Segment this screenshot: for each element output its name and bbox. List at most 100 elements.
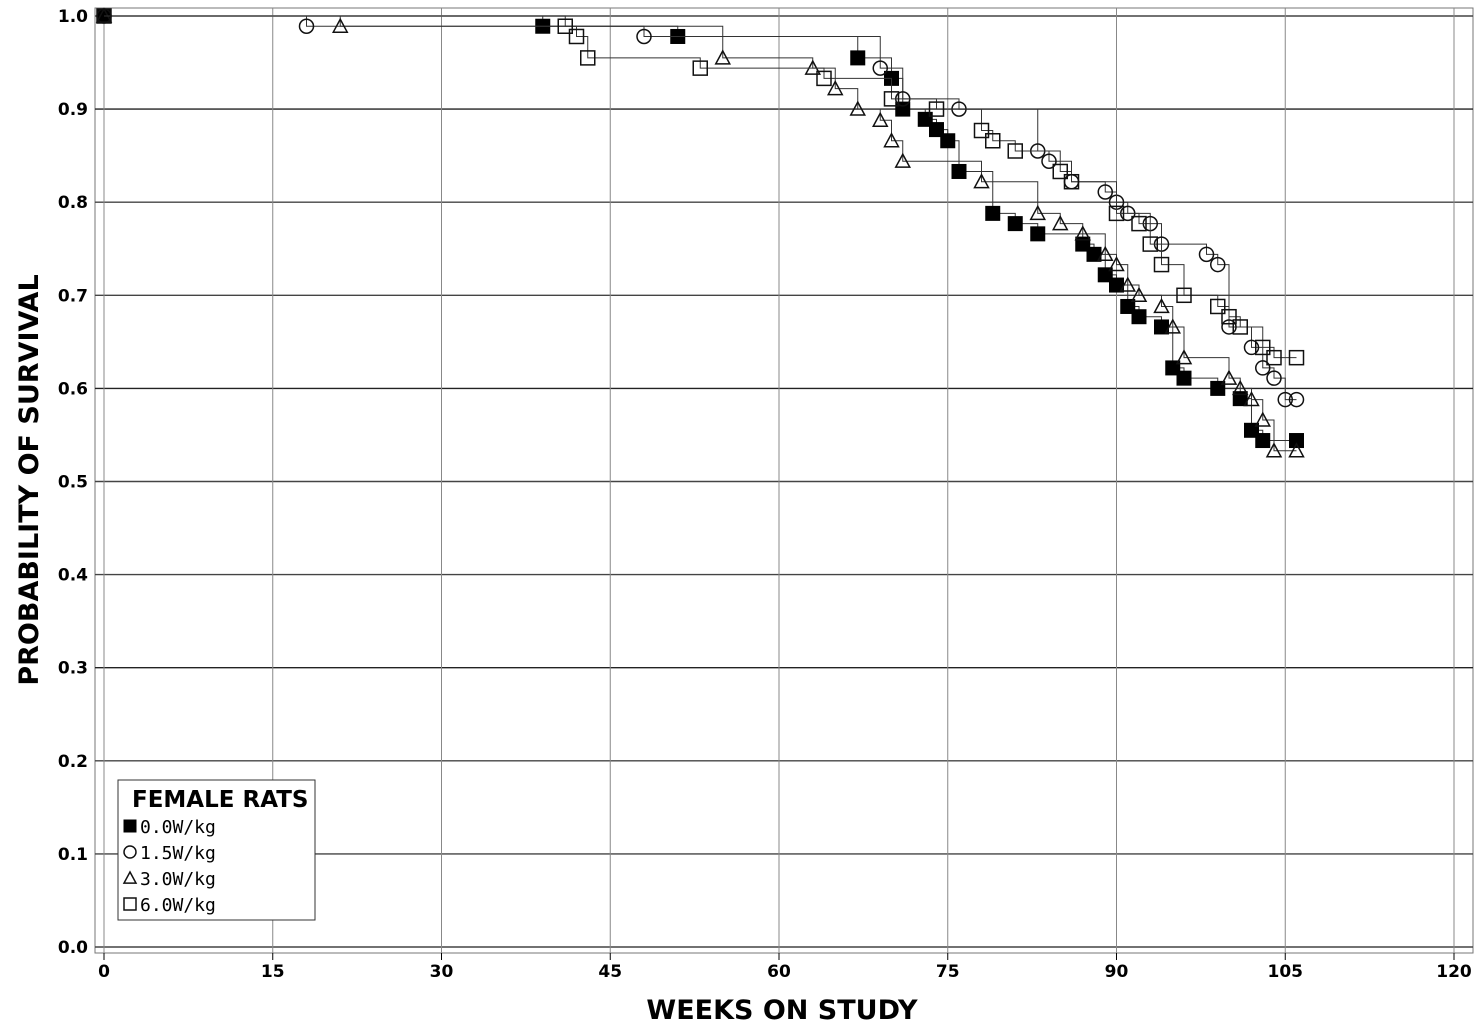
data-point (1288, 349, 1305, 366)
data-point (1165, 360, 1181, 376)
series-group (95, 7, 1305, 458)
data-point (940, 133, 956, 149)
legend-items: 0.0W/kg 1.5W/kg 3.0W/kg 6.0W/kg (122, 817, 216, 916)
y-tick-label: 1.0 (58, 7, 88, 27)
data-point (804, 59, 822, 75)
legend-label: 1.5W/kg (140, 843, 216, 864)
data-point (1243, 339, 1260, 356)
x-axis-title: WEEKS ON STUDY (646, 995, 918, 1025)
data-point (1277, 391, 1293, 408)
data-point (580, 50, 596, 66)
data-point (1255, 360, 1271, 376)
y-tick-label: 0.3 (58, 659, 88, 679)
data-point (816, 70, 832, 87)
y-tick-label: 0.2 (58, 752, 88, 772)
data-point (871, 111, 889, 127)
data-point (1130, 286, 1148, 302)
legend-marker (123, 897, 137, 911)
legend: FEMALE RATS 0.0W/kg 1.5W/kg 3.0W/kg 6.0W/kg (117, 779, 316, 921)
data-point (1041, 153, 1057, 169)
data-point (850, 50, 866, 66)
x-tick-label: 105 (1268, 962, 1304, 982)
data-point (1210, 298, 1226, 315)
data-point (1266, 370, 1282, 386)
x-tick-label: 75 (936, 962, 960, 982)
data-point (1176, 287, 1192, 304)
data-point (95, 7, 113, 23)
data-point (1288, 442, 1305, 458)
data-point (1153, 256, 1170, 273)
data-point (568, 28, 585, 45)
series-2 (95, 7, 1305, 458)
data-point (1074, 225, 1092, 241)
data-point (951, 163, 967, 179)
y-tick-label: 0.8 (58, 193, 88, 213)
data-point (1097, 267, 1113, 283)
x-tick-label: 15 (261, 962, 285, 982)
data-point (894, 152, 912, 168)
y-tick-label: 0.9 (58, 100, 88, 120)
data-point (1097, 184, 1113, 200)
tick-labels: 0.0 0.1 0.2 0.3 0.4 0.5 0.6 0.7 0.8 0.9 1.0 0 15 30 45… (58, 7, 1472, 982)
data-point (1007, 216, 1023, 232)
data-point (1210, 380, 1226, 396)
data-point (557, 18, 573, 34)
x-tick-label: 0 (98, 962, 110, 982)
data-point (1288, 391, 1305, 408)
legend-title: FEMALE RATS (132, 787, 308, 813)
data-point (96, 8, 112, 24)
data-point (1254, 411, 1272, 427)
data-point (331, 17, 349, 33)
legend-marker (123, 819, 137, 833)
data-point (1131, 215, 1147, 232)
y-axis-title: PROBABILITY OF SURVIVAL (14, 274, 45, 685)
data-point (1210, 256, 1226, 273)
data-point (985, 205, 1001, 221)
legend-marker (122, 870, 138, 884)
data-point (714, 49, 732, 65)
plot-area (94, 7, 1474, 954)
legend-label: 3.0W/kg (140, 869, 216, 890)
x-tick-label: 60 (767, 962, 791, 982)
data-point (1051, 215, 1069, 231)
data-point (973, 173, 990, 189)
data-point (929, 122, 944, 138)
data-point (1231, 379, 1249, 396)
data-point (1244, 422, 1259, 438)
data-point (1176, 370, 1192, 386)
data-point (1063, 173, 1080, 190)
data-point (1255, 339, 1271, 356)
data-point (1029, 204, 1047, 221)
data-point (1232, 391, 1248, 407)
y-tick-label: 0.5 (58, 473, 88, 493)
x-tick-label: 120 (1436, 962, 1472, 982)
data-point (883, 132, 900, 148)
data-point (1255, 433, 1271, 449)
data-point (298, 18, 315, 34)
series-step-line (104, 15, 1297, 359)
data-point (1265, 442, 1283, 458)
series-3 (96, 8, 1305, 366)
series-step-line (104, 15, 1297, 401)
data-point (1266, 349, 1282, 366)
data-point (1075, 236, 1091, 252)
data-point (1198, 246, 1215, 263)
y-tick-label: 0.0 (58, 938, 88, 958)
data-point (928, 101, 945, 117)
x-tick-label: 30 (430, 962, 454, 982)
data-point (973, 122, 990, 139)
data-point (1120, 298, 1136, 314)
y-tick-label: 0.7 (58, 286, 88, 306)
data-point (1108, 255, 1125, 272)
legend-box (117, 779, 316, 921)
data-point (1220, 369, 1238, 385)
data-point (985, 133, 1001, 149)
legend-label: 6.0W/kg (140, 895, 216, 916)
data-point (849, 100, 867, 116)
data-point (1096, 245, 1114, 262)
data-point (1153, 297, 1170, 314)
data-point (826, 80, 844, 96)
y-tick-label: 0.6 (58, 379, 88, 399)
data-point (1142, 236, 1158, 252)
